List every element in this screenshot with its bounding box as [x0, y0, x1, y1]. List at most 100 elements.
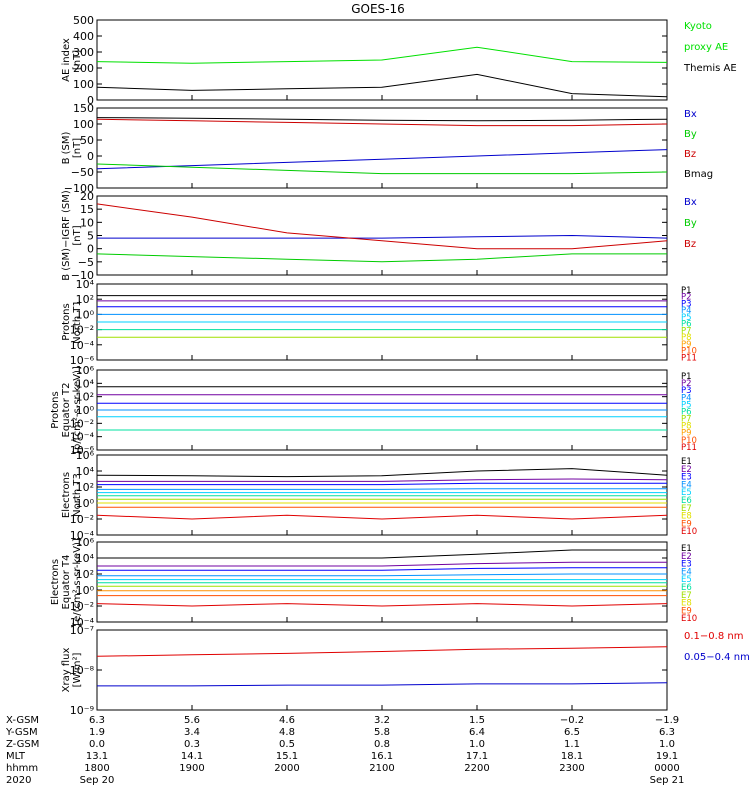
footer-value: −1.9 [655, 715, 679, 726]
legend-entry: E3 [681, 473, 692, 483]
legend-entry: P10 [681, 347, 697, 357]
series-line-By [96, 163, 668, 175]
panel-frame [96, 629, 668, 711]
footer-value: 3.2 [374, 715, 390, 726]
series-line-0.05−0.4 nm [97, 682, 668, 687]
y-tick-label: 10⁰ [76, 308, 95, 321]
legend-entry: E3 [681, 560, 692, 570]
legend-entry: Bx [684, 109, 697, 120]
footer-row-label: hhmm [6, 763, 38, 774]
legend-entry: Kyoto [684, 21, 712, 32]
panel-eeq: 10⁶ 10⁴ 10² 10⁰ 10⁻² 10⁻⁴ Electrons Equator T4[… [50, 536, 697, 629]
y-tick-label: 10⁰ [76, 404, 95, 417]
legend-entry: P1 [681, 372, 692, 382]
y-tick-label: −50 [71, 166, 94, 179]
legend-entry: E6 [681, 583, 692, 593]
series-line-Kyoto proxy AE [96, 46, 668, 64]
legend-entry: P6 [681, 407, 692, 417]
y-axis-label: [W/m²] [72, 652, 83, 687]
footer-value: 6.3 [89, 715, 105, 726]
y-axis-label: B (SM)−IGRF (SM) [61, 190, 72, 281]
legend-entry: P4 [681, 306, 692, 316]
y-tick-label: 400 [73, 30, 94, 43]
footer-value: 2100 [369, 763, 394, 774]
y-tick-label: 10⁰ [76, 584, 95, 597]
legend-entry: Themis AE [683, 63, 737, 74]
legend-entry: 0.05−0.4 nm [684, 652, 750, 663]
legend-entry: Bx [684, 197, 697, 208]
footer-value: 15.1 [276, 751, 298, 762]
y-tick-label: 10⁶ [76, 364, 95, 377]
footer-value: 5.8 [374, 727, 390, 738]
footer-row-label: X-GSM [6, 715, 39, 726]
y-tick-label: 10⁰ [76, 497, 95, 510]
y-axis-label: Protons [50, 391, 61, 428]
footer-value: 4.6 [279, 715, 295, 726]
footer-value: 0.0 [89, 739, 105, 750]
legend-entry: E1 [681, 457, 692, 467]
series-line-E2 [97, 561, 667, 567]
y-tick-label: 10⁻² [70, 600, 94, 613]
legend-entry: E2 [681, 552, 692, 562]
footer-value: 6.5 [564, 727, 580, 738]
footer-row-label: Y-GSM [5, 727, 38, 738]
footer-value: 17.1 [466, 751, 488, 762]
y-tick-label: 50 [80, 134, 94, 147]
legend-entry: Bmag [684, 169, 713, 180]
footer-value: 0.8 [374, 739, 390, 750]
plot-title: GOES-16 [351, 2, 405, 16]
series-line-E2 [97, 478, 668, 482]
footer-value: 13.1 [86, 751, 108, 762]
footer-value: 4.8 [279, 727, 295, 738]
legend-entry: Bz [684, 149, 696, 160]
y-axis-label: [nT] [72, 50, 83, 70]
series-line-E10 [96, 603, 668, 607]
footer-value: 2000 [274, 763, 299, 774]
footer-row-label: Z-GSM [6, 739, 39, 750]
series-line-E3 [97, 482, 667, 486]
series-line-Bx [96, 149, 668, 170]
legend-entry: P8 [681, 333, 692, 343]
footer-value: Sep 20 [80, 775, 115, 786]
legend-entry: 0.1−0.8 nm [684, 631, 743, 642]
footer-value: 19.1 [656, 751, 678, 762]
footer-value: 3.4 [184, 727, 200, 738]
y-tick-label: 10⁻² [70, 324, 94, 337]
y-tick-label: −100 [64, 182, 94, 195]
y-tick-label: 0 [87, 150, 94, 163]
y-tick-label: 300 [73, 46, 94, 59]
footer-value: 1.5 [469, 715, 485, 726]
y-tick-label: 10⁻² [70, 513, 94, 526]
legend-entry: E6 [681, 496, 692, 506]
y-axis-label: Equator T2 [61, 383, 72, 438]
y-tick-label: 10⁻⁶ [70, 354, 95, 367]
y-tick-label: −5 [78, 256, 94, 269]
y-tick-label: 0 [87, 94, 94, 107]
footer-row-label: MLT [6, 751, 26, 762]
panel-frame [96, 541, 668, 623]
footer-value: 1.0 [469, 739, 485, 750]
legend-entry: E8 [681, 599, 692, 609]
legend-entry: P2 [681, 379, 692, 389]
legend-entry: P6 [681, 320, 692, 330]
y-tick-label: 10² [76, 391, 94, 404]
y-tick-label: 10⁻⁴ [70, 431, 95, 444]
legend-entry: E10 [681, 527, 697, 537]
footer-ephemeris: X-GSMY-GSMZ-GSMMLThhmm20206.31.90.013.11… [5, 715, 684, 786]
footer-value: 1.9 [89, 727, 105, 738]
y-tick-label: 10⁶ [76, 536, 95, 549]
footer-value: 0000 [654, 763, 679, 774]
legend-entry: E2 [681, 465, 692, 475]
footer-value: 0.3 [184, 739, 200, 750]
legend-entry: E5 [681, 488, 692, 498]
legend-entry: E8 [681, 512, 692, 522]
footer-value: 1.1 [564, 739, 580, 750]
y-tick-label: 10² [76, 481, 94, 494]
panel-frame [96, 454, 668, 536]
y-tick-label: 10² [76, 293, 94, 306]
y-tick-label: 10⁻⁷ [70, 624, 94, 637]
footer-value: 2200 [464, 763, 489, 774]
series-line-Bx [97, 234, 668, 239]
